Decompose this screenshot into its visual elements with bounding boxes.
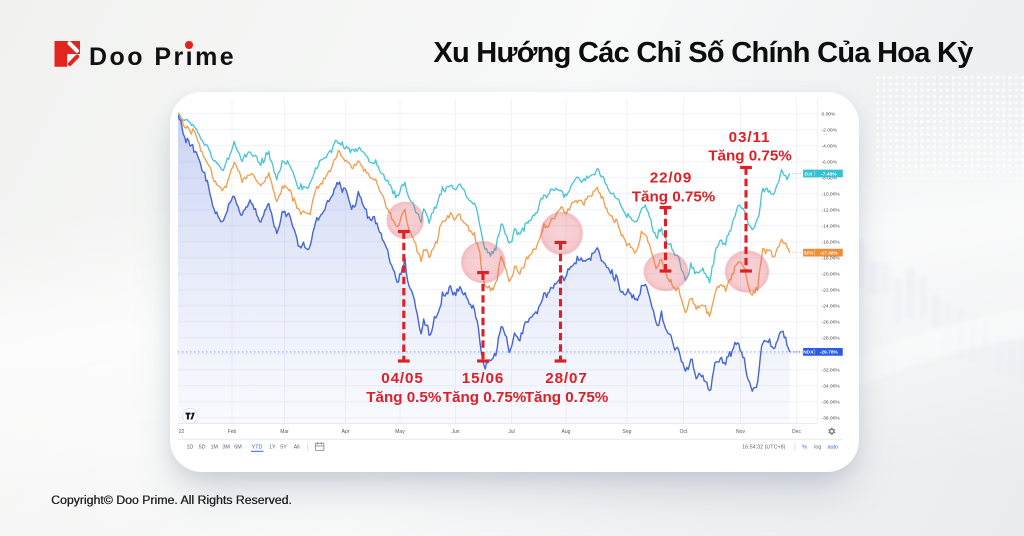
svg-text:-6.00%: -6.00% [822, 160, 838, 166]
svg-text:Tăng 0.75%: Tăng 0.75% [443, 389, 527, 406]
svg-text:-8.00%: -8.00% [822, 176, 838, 182]
svg-text:-32.00%: -32.00% [822, 368, 841, 374]
svg-text:SPX: SPX [803, 250, 814, 256]
svg-text:04/05: 04/05 [381, 370, 424, 387]
svg-text:-2.00%: -2.00% [822, 128, 838, 134]
svg-text:Mar: Mar [280, 429, 289, 435]
svg-text:-38.00%: -38.00% [822, 416, 841, 422]
svg-text:-28.00%: -28.00% [822, 336, 841, 342]
svg-text:Jul: Jul [508, 429, 514, 435]
svg-text:6M: 6M [234, 445, 242, 451]
svg-text:-29.78%: -29.78% [820, 350, 839, 356]
svg-text:-7.48%: -7.48% [821, 171, 837, 177]
svg-text:1D: 1D [186, 445, 193, 451]
svg-text:Tăng 0.75%: Tăng 0.75% [708, 148, 792, 165]
svg-text:Oct: Oct [680, 429, 688, 435]
svg-text:03/11: 03/11 [729, 129, 771, 146]
svg-text:-18.00%: -18.00% [822, 256, 841, 262]
svg-text:16:54:32 (UTC+8): 16:54:32 (UTC+8) [742, 445, 786, 451]
svg-text:Jun: Jun [451, 429, 459, 435]
svg-text:May: May [395, 429, 405, 435]
svg-text:-24.00%: -24.00% [822, 304, 841, 310]
svg-text:-22.00%: -22.00% [822, 288, 841, 294]
svg-text:DJI: DJI [804, 171, 812, 177]
svg-text:-17.36%: -17.36% [820, 250, 839, 256]
svg-text:Dec: Dec [792, 429, 801, 435]
svg-text:5D: 5D [199, 445, 206, 451]
svg-text:Feb: Feb [228, 429, 237, 435]
svg-text:YTD: YTD [252, 445, 263, 451]
svg-text:-26.00%: -26.00% [822, 320, 841, 326]
svg-text:-10.00%: -10.00% [822, 192, 841, 198]
svg-text:-16.00%: -16.00% [822, 240, 841, 246]
svg-text:-14.00%: -14.00% [822, 224, 841, 230]
svg-text:22: 22 [179, 429, 185, 435]
svg-text:1Y: 1Y [269, 445, 276, 451]
svg-text:%: % [802, 445, 807, 451]
svg-text:-4.00%: -4.00% [822, 144, 838, 150]
svg-text:1M: 1M [210, 445, 218, 451]
svg-text:-34.00%: -34.00% [822, 384, 841, 390]
svg-text:28/07: 28/07 [545, 370, 588, 387]
svg-text:Tăng 0.5%: Tăng 0.5% [366, 389, 442, 406]
svg-text:Nov: Nov [736, 429, 745, 435]
svg-text:22/09: 22/09 [650, 170, 693, 187]
svg-text:0.00%: 0.00% [822, 112, 837, 118]
svg-text:-20.00%: -20.00% [822, 272, 841, 278]
svg-text:NDX: NDX [803, 350, 814, 356]
svg-text:Aug: Aug [562, 429, 571, 435]
svg-text:log: log [814, 445, 821, 451]
svg-text:Tăng 0.75%: Tăng 0.75% [632, 189, 716, 206]
svg-text:All: All [294, 445, 300, 451]
svg-text:Apr: Apr [342, 429, 350, 435]
svg-text:-36.00%: -36.00% [822, 400, 841, 406]
svg-text:Tăng 0.75%: Tăng 0.75% [525, 389, 609, 406]
svg-text:auto: auto [828, 445, 839, 451]
svg-text:-12.00%: -12.00% [822, 208, 841, 214]
svg-text:5Y: 5Y [280, 445, 287, 451]
svg-text:3M: 3M [222, 445, 230, 451]
svg-text:15/06: 15/06 [462, 370, 505, 387]
svg-text:Sep: Sep [623, 429, 632, 435]
